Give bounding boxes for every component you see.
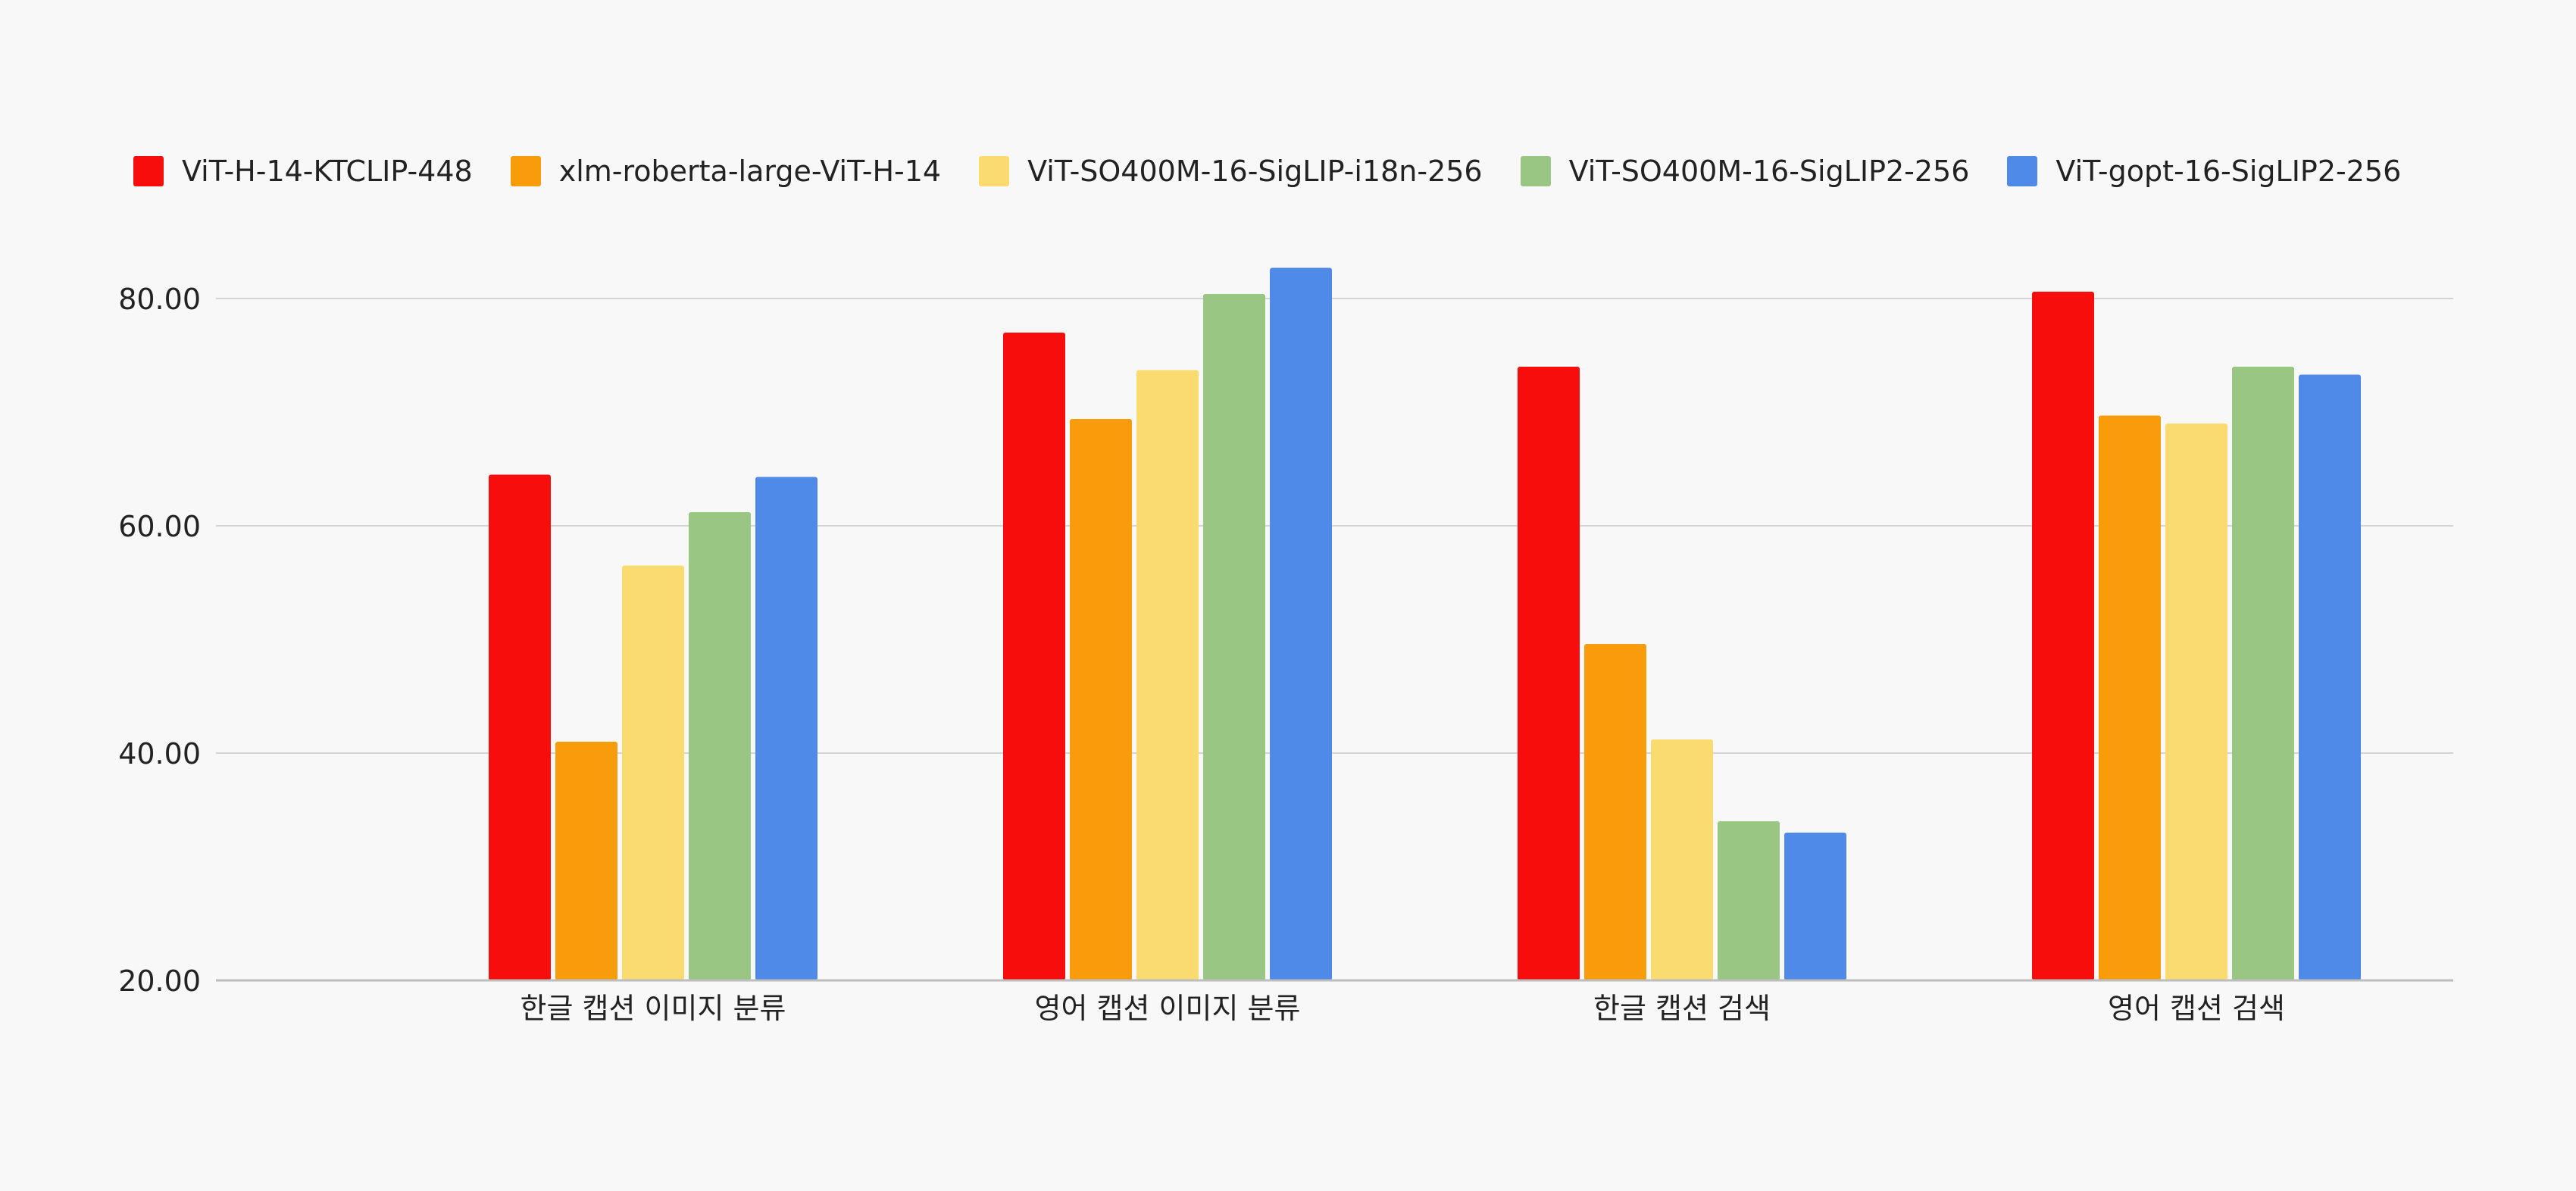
legend-label: xlm-roberta-large-ViT-H-14 (558, 155, 942, 188)
legend-item: xlm-roberta-large-ViT-H-14 (510, 155, 942, 188)
legend-label: ViT-SO400M-16-SigLIP2-256 (1568, 155, 1970, 188)
y-tick-label: 20.00 (118, 964, 201, 998)
legend-swatch (1520, 156, 1551, 186)
bar (1136, 370, 1199, 980)
legend-swatch (2007, 156, 2038, 186)
legend-swatch (133, 156, 164, 186)
bar (1651, 739, 1713, 980)
y-tick-label: 80.00 (118, 283, 201, 316)
bar (2165, 424, 2227, 980)
y-tick-label: 40.00 (118, 737, 201, 771)
bar (1584, 644, 1646, 980)
bar (2232, 367, 2294, 980)
x-tick-label: 영어 캡션 검색 (2108, 992, 2285, 1025)
bar (2032, 292, 2094, 980)
x-tick-label: 한글 캡션 검색 (1593, 992, 1771, 1025)
bar (1270, 267, 1332, 980)
legend: ViT-H-14-KTCLIP-448 xlm-roberta-large-ViT… (133, 156, 2401, 186)
legend-item: ViT-H-14-KTCLIP-448 (133, 156, 473, 186)
bar (2099, 415, 2161, 980)
bar (622, 565, 684, 980)
legend-swatch (510, 156, 541, 186)
legend-item: ViT-gopt-16-SigLIP2-256 (2007, 156, 2401, 186)
bar (555, 742, 617, 980)
bar (489, 474, 551, 980)
bar (1003, 333, 1065, 980)
bar (1784, 833, 1846, 980)
bar (1070, 419, 1132, 980)
bar (689, 512, 751, 980)
legend-item: ViT-SO400M-16-SigLIP2-256 (1520, 155, 1970, 188)
bar (2299, 374, 2361, 980)
legend-label: ViT-H-14-KTCLIP-448 (182, 155, 473, 188)
bar (755, 477, 818, 980)
bar (1518, 367, 1580, 980)
legend-item: ViT-SO400M-16-SigLIP-i18n-256 (979, 156, 1483, 186)
x-tick-label: 영어 캡션 이미지 분류 (1035, 992, 1301, 1025)
legend-swatch (979, 156, 1010, 186)
legend-label: ViT-SO400M-16-SigLIP-i18n-256 (1027, 155, 1483, 188)
legend-label: ViT-gopt-16-SigLIP2-256 (2055, 155, 2402, 188)
x-tick-label: 한글 캡션 이미지 분류 (521, 992, 786, 1025)
bar (1203, 294, 1265, 980)
bar (1718, 821, 1780, 980)
y-tick-label: 60.00 (118, 510, 201, 543)
